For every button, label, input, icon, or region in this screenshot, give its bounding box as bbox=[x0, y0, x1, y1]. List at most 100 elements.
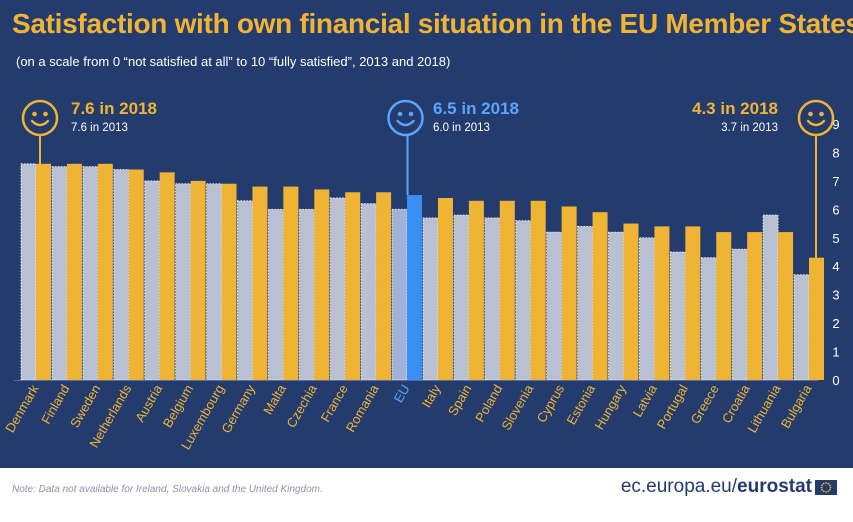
bar-chart: 0 1 2 3 4 5 6 7 8 9 DenmarkFinlandSwedenNetherlan… bbox=[2, 99, 839, 452]
y-tick-label: 1 bbox=[832, 345, 839, 360]
bar-2018-latvia bbox=[654, 226, 670, 380]
bar-2018-croatia bbox=[747, 232, 763, 380]
bar-2013-portugal bbox=[669, 251, 686, 381]
y-tick-label: 9 bbox=[832, 117, 839, 132]
bar-2013-czechia bbox=[298, 208, 315, 381]
callout-sub-eu: 6.0 in 2013 bbox=[433, 122, 490, 134]
smiley-icon bbox=[387, 99, 424, 137]
smiley-mouth bbox=[396, 119, 415, 127]
y-axis: 0 1 2 3 4 5 6 7 8 9 bbox=[832, 117, 839, 388]
bar-2013-finland bbox=[51, 166, 68, 381]
smiley-face bbox=[797, 99, 835, 137]
bar-2018-eu bbox=[407, 195, 423, 380]
y-tick-label: 7 bbox=[832, 174, 839, 189]
bar-2013-bulgaria bbox=[793, 274, 810, 381]
x-tick-label: Spain bbox=[445, 382, 475, 418]
x-tick-label: Greece bbox=[688, 382, 722, 426]
bar-2013-malta bbox=[267, 208, 284, 381]
y-tick-label: 3 bbox=[832, 288, 839, 303]
y-tick-label: 6 bbox=[832, 202, 839, 217]
bar-2018-netherlands bbox=[128, 169, 144, 380]
y-tick-label: 4 bbox=[832, 259, 839, 274]
bar-2013-spain bbox=[453, 214, 470, 381]
bar-2018-malta bbox=[283, 186, 299, 380]
bar-2013-cyprus bbox=[546, 231, 563, 381]
x-tick-label: Italy bbox=[419, 382, 444, 411]
x-tick-label: Denmark bbox=[2, 382, 42, 436]
bar-2018-belgium bbox=[190, 180, 206, 380]
callout-headline-denmark: 7.6 in 2018 bbox=[71, 99, 157, 118]
chart-title: Satisfaction with own financial situatio… bbox=[12, 8, 853, 39]
bar-2018-greece bbox=[716, 232, 732, 380]
bar-2013-slovenia bbox=[515, 220, 532, 381]
bar-2013-luxembourg bbox=[206, 183, 222, 381]
bar-2018-sweden bbox=[97, 163, 113, 380]
bar-2018-hungary bbox=[623, 223, 639, 380]
bar-2013-eu bbox=[391, 208, 408, 381]
bar-2018-romania bbox=[376, 192, 392, 380]
x-tick-label: Bulgaria bbox=[778, 381, 815, 430]
bar-2013-austria bbox=[144, 180, 161, 381]
x-tick-label: EU bbox=[391, 382, 413, 405]
smiley-icon bbox=[21, 99, 59, 137]
bar-2018-slovenia bbox=[530, 200, 546, 380]
smiley-eye bbox=[408, 111, 414, 117]
bar-2018-denmark bbox=[36, 163, 51, 380]
bar-2018-cyprus bbox=[561, 206, 577, 380]
smiley-eye bbox=[43, 111, 48, 117]
brand-name: eurostat bbox=[737, 476, 812, 497]
footnote: Note: Data not available for Ireland, Sl… bbox=[12, 484, 323, 495]
callout-sub-bulgaria: 3.7 in 2013 bbox=[721, 122, 778, 134]
x-axis-labels: DenmarkFinlandSwedenNetherlandsAustriaBe… bbox=[2, 381, 815, 452]
y-tick-label: 8 bbox=[832, 145, 839, 160]
bar-2013-croatia bbox=[731, 248, 748, 381]
x-tick-label: Croatia bbox=[719, 381, 753, 425]
bar-2018-poland bbox=[499, 200, 515, 380]
bar-2013-romania bbox=[360, 203, 377, 381]
smiley-icon bbox=[797, 99, 835, 137]
bar-2018-italy bbox=[437, 197, 453, 380]
bar-2018-france bbox=[345, 192, 361, 380]
bar-2018-spain bbox=[468, 200, 484, 380]
x-tick-label: Finland bbox=[38, 382, 72, 426]
bar-2013-hungary bbox=[608, 231, 624, 381]
bar-2013-italy bbox=[422, 217, 439, 381]
smiley-eye bbox=[819, 111, 824, 117]
bar-2013-belgium bbox=[175, 183, 192, 381]
bar-2013-estonia bbox=[577, 225, 593, 381]
bar-2013-latvia bbox=[639, 237, 655, 381]
x-tick-label: France bbox=[318, 382, 351, 425]
chart-subtitle: (on a scale from 0 “not satisfied at all… bbox=[16, 54, 451, 69]
eu-flag-icon bbox=[815, 479, 837, 495]
callout-headline-bulgaria: 4.3 in 2018 bbox=[692, 99, 778, 118]
bar-2018-bulgaria bbox=[809, 257, 824, 380]
smiley-mouth bbox=[30, 119, 50, 127]
y-tick-label: 0 bbox=[832, 373, 839, 388]
x-tick-label: Czechia bbox=[283, 381, 320, 430]
bar-2013-greece bbox=[700, 257, 717, 381]
x-tick-label: Latvia bbox=[630, 381, 661, 419]
bar-2013-denmark bbox=[20, 163, 37, 381]
bar-2013-poland bbox=[484, 217, 501, 381]
smiley-face bbox=[387, 99, 424, 137]
bar-2013-lithuania bbox=[762, 214, 779, 381]
smiley-eye bbox=[32, 111, 37, 117]
smiley-face bbox=[21, 99, 59, 137]
bar-2018-luxembourg bbox=[221, 183, 237, 380]
bar-2018-austria bbox=[159, 172, 175, 380]
callout-headline-eu: 6.5 in 2018 bbox=[433, 99, 519, 118]
smiley-mouth bbox=[806, 119, 826, 127]
eurostat-link[interactable]: ec.europa.eu/ eurostat bbox=[621, 476, 837, 498]
bar-2018-germany bbox=[252, 186, 268, 380]
y-tick-label: 2 bbox=[832, 316, 839, 331]
bar-2018-estonia bbox=[592, 212, 608, 380]
x-tick-label: Poland bbox=[472, 382, 505, 425]
y-tick-label: 5 bbox=[832, 231, 839, 246]
x-tick-label: Malta bbox=[260, 381, 289, 417]
bar-2013-france bbox=[329, 197, 346, 381]
bar-2013-sweden bbox=[82, 166, 99, 381]
bar-2013-netherlands bbox=[113, 169, 130, 381]
bar-2018-czechia bbox=[314, 189, 330, 380]
bar-2013-germany bbox=[237, 200, 253, 381]
brand-prefix: ec.europa.eu/ bbox=[620, 476, 738, 497]
